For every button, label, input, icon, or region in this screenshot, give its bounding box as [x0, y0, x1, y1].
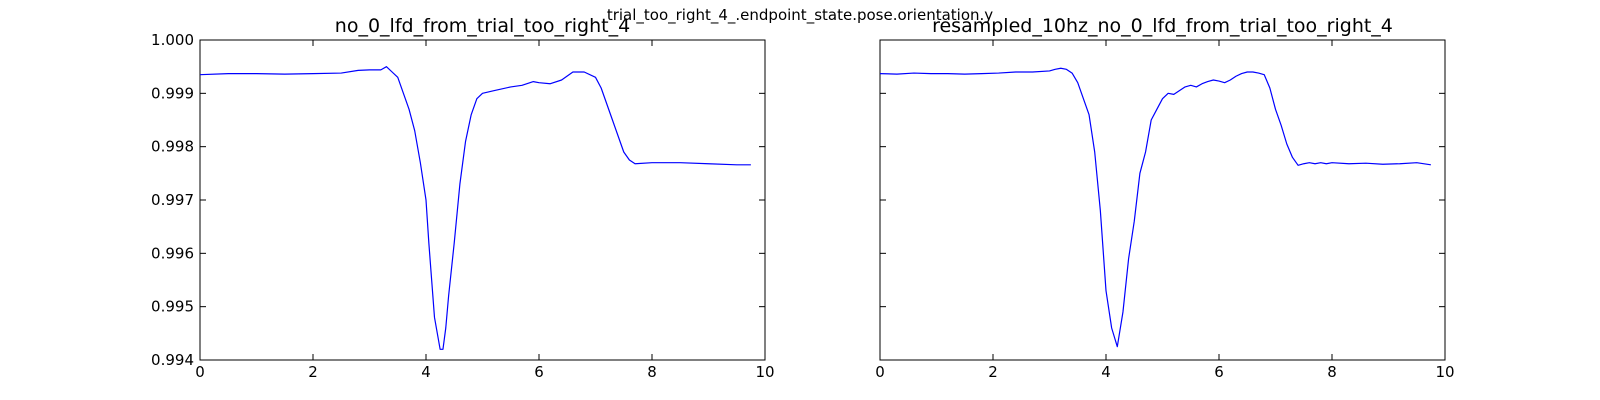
plot-area	[879, 39, 1446, 361]
x-tick-label: 10	[755, 363, 774, 381]
figure-suptitle: trial_too_right_4_.endpoint_state.pose.o…	[607, 6, 993, 25]
chart-panel-2: resampled_10hz_no_0_lfd_from_trial_too_r…	[875, 15, 1454, 381]
y-tick-label: 0.994	[151, 351, 194, 369]
x-tick-label: 10	[1435, 363, 1454, 381]
chart-panels: no_0_lfd_from_trial_too_right_4 0 2 4 6 8 10 0.…	[151, 15, 1455, 381]
y-tick-label: 1.000	[151, 31, 194, 49]
y-tick-label: 0.995	[151, 298, 194, 316]
x-tick-label: 0	[875, 363, 885, 381]
y-tick-label: 0.997	[151, 191, 194, 209]
x-tick-label: 2	[988, 363, 998, 381]
y-tick-label: 0.996	[151, 244, 194, 262]
x-tick-label: 4	[421, 363, 431, 381]
x-tick-label: 4	[1101, 363, 1111, 381]
chart-title: no_0_lfd_from_trial_too_right_4	[335, 15, 630, 37]
x-tick-label: 2	[308, 363, 318, 381]
y-tick-label: 0.998	[151, 138, 194, 156]
series-line-1	[879, 67, 1431, 348]
plot-area	[199, 39, 766, 361]
x-tick-label: 6	[1214, 363, 1224, 381]
x-tick-label: 8	[647, 363, 657, 381]
x-tick-label: 8	[1327, 363, 1337, 381]
chart-panel-1: no_0_lfd_from_trial_too_right_4 0 2 4 6 8 10 0.…	[151, 15, 775, 381]
chart-title: resampled_10hz_no_0_lfd_from_trial_too_r…	[932, 15, 1393, 37]
series-line-1	[199, 66, 751, 350]
x-tick-label: 6	[534, 363, 544, 381]
x-tick-label: 0	[195, 363, 205, 381]
y-tick-label: 0.999	[151, 84, 194, 102]
